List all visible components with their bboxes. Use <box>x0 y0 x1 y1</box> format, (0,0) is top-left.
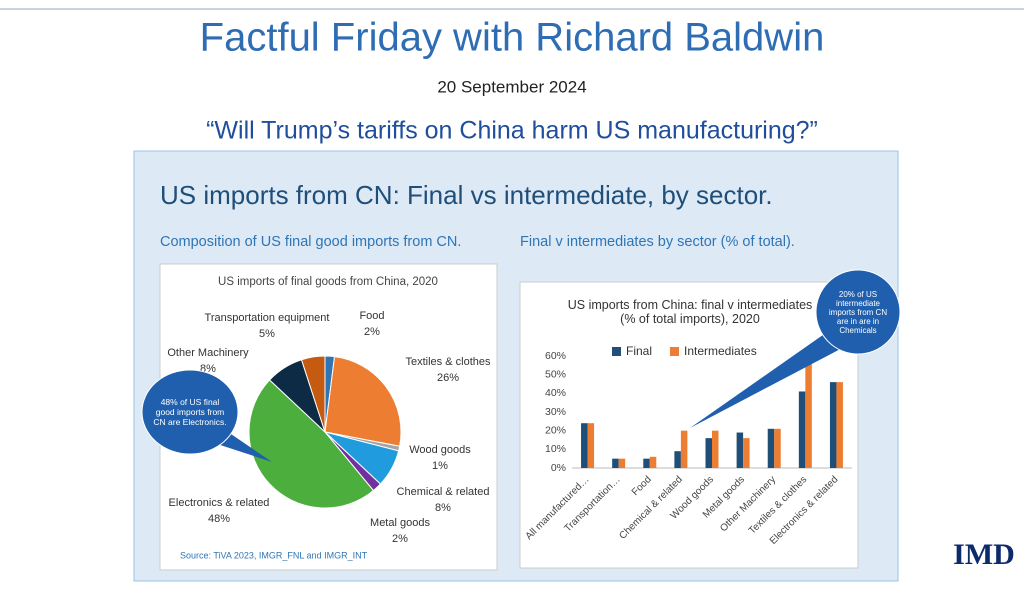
slice-value: 2% <box>364 326 380 338</box>
slice-label: Wood goods <box>409 444 471 456</box>
slice-label: Metal goods <box>370 517 430 529</box>
page-title: Factful Friday with Richard Baldwin <box>200 16 825 60</box>
bar <box>705 438 712 468</box>
legend-label: Intermediates <box>684 344 757 358</box>
bar <box>805 361 812 468</box>
legend-label: Final <box>626 344 652 358</box>
slice-label: Chemical & related <box>397 486 490 498</box>
right-heading: Final v intermediates by sector (% of to… <box>520 234 795 250</box>
slice-label: Other Machinery <box>167 347 249 359</box>
slice-label: Electronics & related <box>169 497 270 509</box>
slice-value: 8% <box>435 502 451 514</box>
bar <box>774 428 781 468</box>
bar <box>587 423 595 468</box>
bar <box>612 458 619 468</box>
y-tick-label: 40% <box>545 387 566 399</box>
y-tick-label: 60% <box>545 350 566 362</box>
bar-annotation: 20% of US intermediate imports from CN a… <box>828 289 888 335</box>
callout-tail <box>690 330 848 428</box>
slice-label: Food <box>359 310 384 322</box>
pie-slice <box>248 379 375 509</box>
bar <box>649 456 657 468</box>
bar <box>680 430 688 468</box>
bar <box>836 382 843 468</box>
y-tick-label: 0% <box>551 462 566 474</box>
y-tick-label: 30% <box>545 406 566 418</box>
slice-value: 48% <box>208 513 230 525</box>
bar <box>829 382 837 468</box>
pie-slice <box>300 355 326 433</box>
callout-bubble <box>141 369 239 455</box>
bar <box>767 428 775 468</box>
bar <box>643 458 650 468</box>
bar <box>798 391 806 468</box>
logo: IMD <box>953 538 1015 571</box>
pie-title: US imports of final goods from China, 20… <box>218 276 438 288</box>
legend-swatch <box>670 347 679 356</box>
y-tick-label: 10% <box>545 443 566 455</box>
bar <box>618 458 626 468</box>
left-heading: Composition of US final good imports fro… <box>160 234 461 250</box>
question: “Will Trump’s tariffs on China harm US m… <box>206 117 818 145</box>
y-tick-label: 20% <box>545 424 566 436</box>
pie-annotation: 48% of US final good imports from CN are… <box>153 397 227 427</box>
slice-value: 5% <box>259 328 275 340</box>
bar <box>712 430 719 468</box>
slice-label: Transportation equipment <box>205 312 330 324</box>
slice-value: 2% <box>392 533 408 545</box>
slice-label: Textiles & clothes <box>406 356 491 368</box>
pie-slice <box>324 356 402 447</box>
slice-value: 1% <box>432 460 448 472</box>
bar-title: US imports from China: final v intermedi… <box>567 298 813 326</box>
callout-bubble <box>815 269 901 355</box>
bar <box>736 432 744 468</box>
bar <box>581 423 588 468</box>
slide-title: US imports from CN: Final vs intermediat… <box>160 180 773 210</box>
source: Source: TiVA 2023, IMGR_FNL and IMGR_INT <box>180 550 368 560</box>
y-tick-label: 50% <box>545 368 566 380</box>
legend-swatch <box>612 347 621 356</box>
bar <box>674 451 681 468</box>
date: 20 September 2024 <box>437 77 586 96</box>
bar <box>743 438 750 468</box>
slice-value: 26% <box>437 372 459 384</box>
